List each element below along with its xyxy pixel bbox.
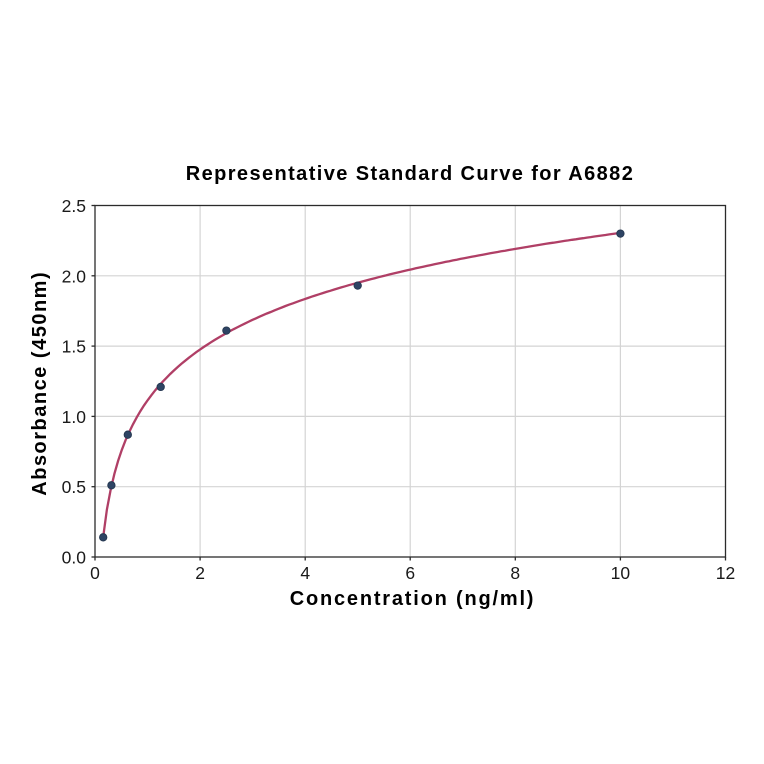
svg-text:10: 10	[611, 563, 631, 583]
svg-text:12: 12	[716, 563, 735, 583]
svg-text:Absorbance (450nm): Absorbance (450nm)	[29, 271, 51, 496]
svg-text:0.0: 0.0	[62, 548, 87, 568]
svg-text:2: 2	[195, 563, 205, 583]
svg-text:4: 4	[300, 563, 310, 583]
svg-text:2.5: 2.5	[62, 196, 86, 216]
svg-text:0: 0	[90, 563, 100, 583]
svg-text:Representative Standard Curve: Representative Standard Curve for A6882	[186, 163, 634, 185]
svg-text:8: 8	[510, 563, 520, 583]
svg-text:0.5: 0.5	[62, 477, 86, 497]
svg-text:2.0: 2.0	[62, 266, 87, 286]
svg-text:1.0: 1.0	[62, 407, 87, 427]
svg-text:6: 6	[405, 563, 415, 583]
svg-text:1.5: 1.5	[62, 337, 86, 357]
svg-text:Concentration (ng/ml): Concentration (ng/ml)	[290, 588, 536, 610]
